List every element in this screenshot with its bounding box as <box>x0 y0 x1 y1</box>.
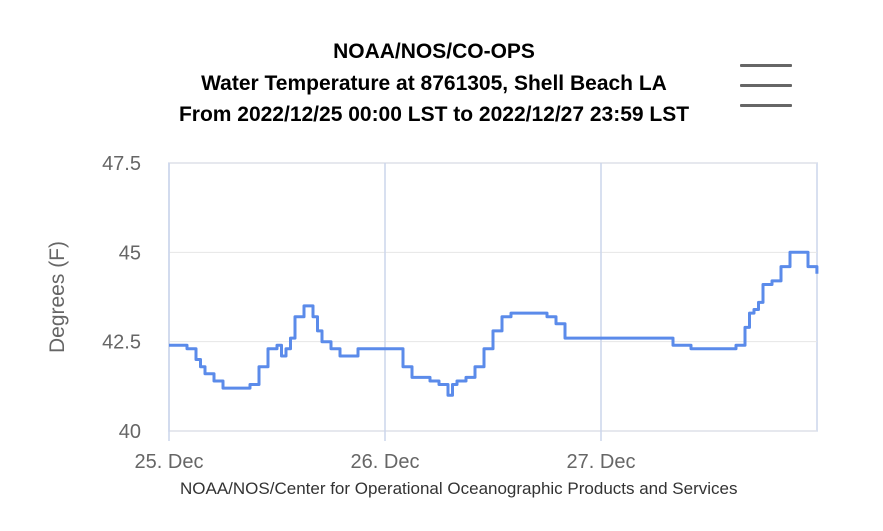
x-tick-label: 26. Dec <box>351 451 420 473</box>
y-axis-label: Degrees (F) <box>46 241 69 353</box>
menu-bar-middle <box>740 84 792 87</box>
plot-area-border <box>168 162 818 432</box>
chart-title-line-1: NOAA/NOS/CO-OPS <box>333 40 535 63</box>
credit-text: NOAA/NOS/Center for Operational Oceanogr… <box>180 479 738 498</box>
y-tick-label: 42.5 <box>102 332 141 354</box>
menu-bar-top <box>740 64 792 67</box>
y-tick-labels: 40 42.5 45 47.5 <box>102 153 141 443</box>
chart-title-line-2: Water Temperature at 8761305, Shell Beac… <box>201 72 667 95</box>
menu-bar-bottom <box>740 104 792 107</box>
hamburger-menu-icon[interactable] <box>738 62 794 112</box>
x-tick-label: 25. Dec <box>135 451 204 473</box>
x-tick-labels: 25. Dec 26. Dec 27. Dec <box>135 451 636 473</box>
grid-lines <box>168 162 817 441</box>
y-tick-label: 47.5 <box>102 153 141 175</box>
chart-title-line-3: From 2022/12/25 00:00 LST to 2022/12/27 … <box>178 103 690 126</box>
y-tick-label: 45 <box>119 242 141 264</box>
y-tick-label: 40 <box>119 421 141 443</box>
x-tick-label: 27. Dec <box>567 451 636 473</box>
series-line-water-temperature <box>169 250 819 397</box>
